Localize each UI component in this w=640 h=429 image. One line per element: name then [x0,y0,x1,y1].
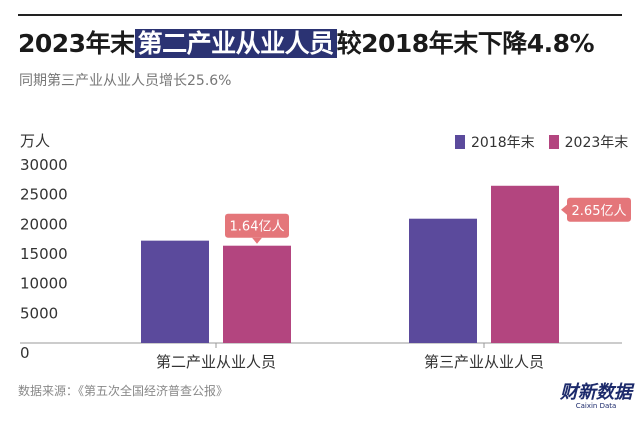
y-tick-label: 20000 [20,215,68,233]
annotation-box [225,213,289,238]
chart-title: 2023年末 第二产业从业人员 较2018年末下降4.8% [18,24,595,60]
y-tick-label: 30000 [20,156,68,174]
x-tick-label: 第三产业从业人员 [424,353,544,371]
brand-logo-text: 财新数据 [560,382,632,403]
annotation-pointer [561,204,567,215]
bar-2018-cat1 [409,218,477,343]
title-suffix: 较2018年末下降4.8% [336,29,595,58]
x-tick-label: 第二产业从业人员 [156,353,276,371]
chart-subtitle: 同期第三产业从业人员增长25.6% [19,73,232,89]
y-tick-label: 25000 [20,186,68,204]
legend-item-2018: 2018年末 [455,132,535,152]
legend-swatch-2018 [455,135,465,149]
legend-label-2023: 2023年末 [564,135,629,151]
y-tick-label: 10000 [20,275,68,293]
bar-2018-cat0 [141,240,209,343]
data-label: 2.65亿人 [572,204,627,219]
data-label: 1.64亿人 [230,220,285,235]
title-prefix: 2023年末 [18,29,135,58]
annotation-box [567,197,631,222]
top-rule [18,14,622,16]
source-note: 数据来源：《第五次全国经济普查公报》 [18,384,229,398]
legend-swatch-2023 [548,135,559,149]
title-highlight: 第二产业从业人员 [134,29,337,58]
y-tick-label: 0 [20,344,30,362]
y-axis-unit: 万人 [20,132,51,150]
annotation-pointer [252,237,262,244]
bar-2023-cat0 [223,245,291,343]
legend-label-2018: 2018年末 [471,135,535,151]
brand-logo-subtext: Caixin Data [575,402,617,410]
y-tick-label: 15000 [20,245,68,263]
legend-item-2023: 2023年末 [548,132,629,152]
y-tick-label: 5000 [20,304,58,322]
brand-logo: 财新数据 Caixin Data [560,382,632,411]
bar-2023-cat1 [491,185,559,343]
legend: 2018年末 2023年末 [455,132,640,152]
